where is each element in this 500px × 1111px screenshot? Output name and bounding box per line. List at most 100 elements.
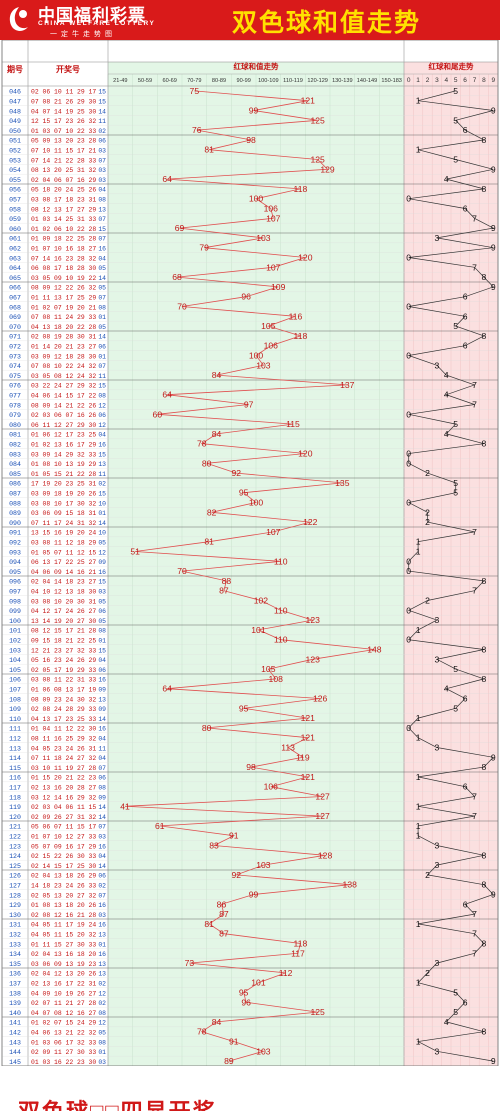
issue-number: 091 [9,530,21,537]
red-balls: 07 14 21 22 28 33 [31,157,96,164]
sum-value-label: 137 [340,380,355,390]
issue-number: 144 [9,1049,21,1056]
red-balls: 13 14 19 20 27 30 [31,618,96,625]
tail-value-label: 3 [435,233,440,243]
red-balls: 04 07 14 19 25 30 [31,108,96,115]
tail-value-label: 2 [425,596,430,606]
sum-value-label: 89 [224,1056,234,1066]
issue-number: 090 [9,520,21,527]
sum-value-label: 138 [343,880,358,890]
red-balls: 01 15 20 21 22 23 [31,775,96,782]
sum-value-label: 126 [313,694,328,704]
red-balls: 03 05 08 12 24 32 [31,373,96,380]
tail-value-label: 0 [406,253,411,263]
sum-value-label: 64 [162,390,172,400]
tail-value-label: 8 [482,674,487,684]
sum-value-label: 148 [367,645,382,655]
sum-value-label: 103 [256,233,271,243]
blue-ball: 09 [98,687,106,694]
issue-number: 129 [9,902,21,909]
column-header-draw: 开奖号 [56,64,80,74]
blue-ball: 12 [98,990,106,997]
red-balls: 07 11 17 24 31 32 [31,520,96,527]
tail-value-label: 0 [406,449,411,459]
sum-value-label: 98 [246,135,256,145]
column-header-issue: 期号 [7,64,23,74]
tail-digit-label: 3 [435,77,439,84]
sum-value-label: 118 [294,939,308,949]
red-balls: 02 13 16 20 28 27 [31,785,96,792]
blue-ball: 08 [98,1010,106,1017]
tail-value-label: 1 [416,821,421,831]
issue-number: 121 [9,824,21,831]
blue-ball: 16 [98,843,106,850]
issue-number: 124 [9,853,21,860]
tail-value-label: 9 [491,1056,496,1066]
sum-value-label: 84 [212,1017,222,1027]
issue-number: 047 [9,99,21,106]
sum-value-label: 83 [209,841,219,851]
tail-value-label: 7 [472,909,477,919]
red-balls: 08 09 12 22 26 32 [31,285,96,292]
tail-value-label: 8 [482,272,487,282]
sum-value-label: 73 [185,958,195,968]
issue-number: 133 [9,941,21,948]
issue-number: 107 [9,687,21,694]
sum-value-label: 95 [239,703,249,713]
issue-number: 050 [9,128,21,135]
tail-value-label: 1 [416,547,421,557]
red-balls: 03 06 09 13 19 23 [31,961,96,968]
sum-value-label: 121 [301,96,316,106]
tail-value-label: 6 [463,341,468,351]
red-balls: 03 09 18 19 20 26 [31,491,96,498]
sum-value-label: 70 [177,302,187,312]
sum-value-label: 109 [271,282,286,292]
blue-ball: 12 [98,1020,106,1027]
red-balls: 01 08 13 18 20 26 [31,902,96,909]
sum-value-label: 101 [251,625,266,635]
blue-ball: 04 [98,187,106,194]
issue-number: 068 [9,304,21,311]
red-balls: 01 02 07 15 24 29 [31,1020,96,1027]
blue-ball: 04 [98,736,106,743]
issue-number: 135 [9,961,21,968]
issue-number: 093 [9,549,21,556]
red-balls: 09 15 18 21 22 25 [31,638,96,645]
sum-value-label: 106 [264,204,279,214]
tail-value-label: 7 [472,400,477,410]
sum-value-label: 84 [212,429,222,439]
tail-value-label: 8 [482,135,487,145]
red-balls: 13 15 16 19 20 24 [31,530,96,537]
draw-panel-bg [2,62,108,1066]
red-balls: 01 07 10 12 27 33 [31,834,96,841]
red-balls: 05 09 13 20 23 28 [31,138,96,145]
sum-bucket-label: 150-183 [381,78,402,84]
blue-ball: 14 [98,520,106,527]
tail-value-label: 3 [435,360,440,370]
sum-value-label: 110 [274,605,288,615]
issue-number: 128 [9,892,21,899]
sum-value-label: 80 [202,723,212,733]
blue-ball: 04 [98,755,106,762]
sum-value-label: 100 [249,351,264,361]
blue-ball: 03 [98,167,106,174]
red-balls: 03 06 09 15 18 31 [31,510,96,517]
tail-value-label: 5 [453,664,458,674]
header-row-bg [2,40,498,62]
blue-ball: 15 [98,99,106,106]
red-balls: 03 22 24 27 29 32 [31,383,96,390]
red-balls: 03 08 17 18 23 31 [31,197,96,204]
red-balls: 02 05 17 19 29 33 [31,667,96,674]
red-balls: 07 10 11 15 17 21 [31,148,96,155]
tail-value-label: 4 [444,1017,449,1027]
sum-bucket-label: 130-139 [332,78,353,84]
sum-value-label: 122 [303,517,318,527]
sum-value-label: 128 [318,850,333,860]
column-header-sum: 红球和值走势 [234,61,279,71]
sum-value-label: 100 [249,498,264,508]
red-balls: 02 08 12 16 21 28 [31,912,96,919]
sum-value-label: 100 [249,194,264,204]
sum-value-label: 121 [301,733,316,743]
tail-value-label: 3 [435,860,440,870]
